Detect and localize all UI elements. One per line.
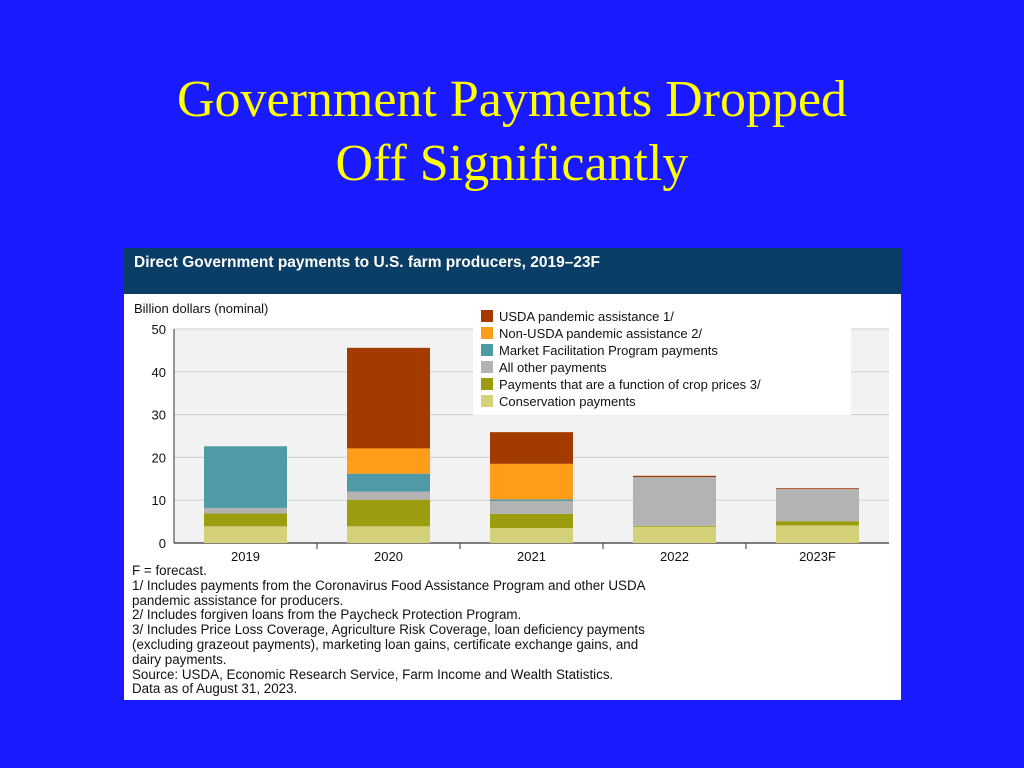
bar-segment: [776, 525, 859, 543]
chart-note-line: F = forecast.: [132, 563, 207, 578]
chart-note-line: (excluding grazeout payments), marketing…: [132, 636, 639, 652]
chart-figure: Direct Government payments to U.S. farm …: [124, 248, 901, 700]
chart-note-line: 1/ Includes payments from the Coronaviru…: [132, 577, 646, 593]
legend-label: Non-USDA pandemic assistance 2/: [499, 326, 702, 341]
bar-segment: [204, 507, 287, 514]
bar-segment: [776, 521, 859, 526]
slide-title-line-2: Off Significantly: [335, 135, 689, 192]
legend-swatch: [481, 361, 493, 373]
bar-segment: [490, 528, 573, 543]
legend-label: USDA pandemic assistance 1/: [499, 309, 674, 324]
bar-segment: [204, 526, 287, 543]
legend-swatch: [481, 344, 493, 356]
chart-title: Direct Government payments to U.S. farm …: [134, 254, 601, 271]
bar-segment: [347, 347, 430, 449]
y-tick-label: 40: [152, 365, 166, 380]
bar-segment: [633, 526, 716, 543]
bar-segment: [347, 448, 430, 474]
legend-label: Payments that are a function of crop pri…: [499, 377, 761, 392]
legend-label: All other payments: [499, 360, 607, 375]
bar-segment: [490, 501, 573, 514]
legend-swatch: [481, 327, 493, 339]
y-axis-label: Billion dollars (nominal): [134, 301, 268, 316]
bar-segment: [633, 475, 716, 478]
bar-segment: [776, 488, 859, 490]
x-tick-label: 2019: [231, 549, 260, 564]
chart-note-line: pandemic assistance for producers.: [132, 592, 344, 608]
bar-segment: [776, 489, 859, 522]
legend-box: [473, 303, 851, 415]
chart-note-line: 3/ Includes Price Loss Coverage, Agricul…: [132, 622, 645, 638]
y-tick-label: 10: [152, 493, 166, 508]
bar-segment: [347, 499, 430, 527]
legend-swatch: [481, 310, 493, 322]
legend-label: Conservation payments: [499, 394, 636, 409]
x-tick-label: 2022: [660, 549, 689, 564]
x-tick-label: 2023F: [799, 549, 836, 564]
bar-segment: [490, 513, 573, 529]
bar-segment: [490, 432, 573, 464]
y-tick-label: 30: [152, 408, 166, 423]
slide-title: Government Payments Dropped Off Signific…: [0, 68, 1024, 196]
y-tick-label: 20: [152, 450, 166, 465]
chart-note-line: Data as of August 31, 2023.: [132, 681, 298, 697]
y-tick-label: 0: [159, 536, 166, 551]
legend-swatch: [481, 378, 493, 390]
legend-swatch: [481, 395, 493, 407]
slide-title-line-1: Government Payments Dropped: [176, 71, 848, 128]
bar-segment: [633, 477, 716, 526]
chart-note-line: Source: USDA, Economic Research Service,…: [132, 666, 614, 682]
bar-segment: [490, 463, 573, 500]
chart-note-line: dairy payments.: [132, 651, 227, 667]
bar-segment: [347, 526, 430, 543]
legend-label: Market Facilitation Program payments: [499, 343, 718, 358]
bar-segment: [490, 499, 573, 502]
y-tick-label: 50: [152, 322, 166, 337]
stacked-bar-chart: Billion dollars (nominal) 0 10 20 30 40 50 2019…: [134, 301, 889, 564]
bar-segment: [204, 513, 287, 527]
chart-header-bar: Direct Government payments to U.S. farm …: [124, 248, 901, 294]
bar-segment: [633, 525, 716, 527]
bar-segment: [347, 491, 430, 500]
chart-notes: F = forecast. 1/ Includes payments from t…: [132, 563, 897, 697]
bar-segment: [204, 446, 287, 508]
x-tick-label: 2021: [517, 549, 546, 564]
chart-note-line: 2/ Includes forgiven loans from the Payc…: [132, 607, 522, 623]
bar-segment: [347, 473, 430, 492]
x-tick-label: 2020: [374, 549, 403, 564]
